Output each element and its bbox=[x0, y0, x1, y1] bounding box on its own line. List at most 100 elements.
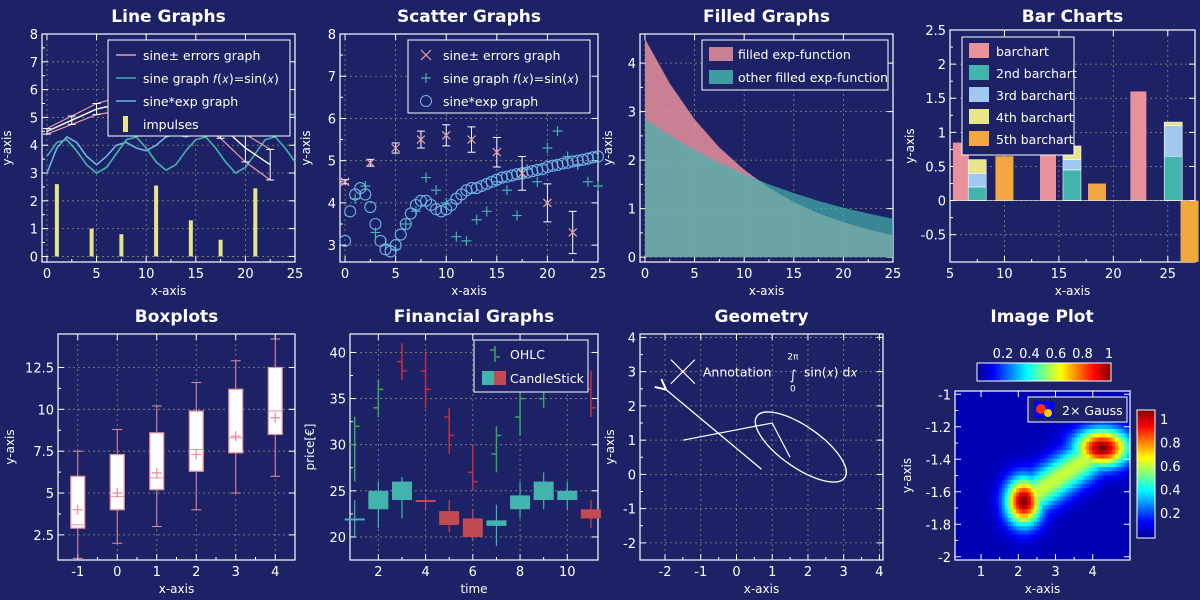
heatmap-cell bbox=[1062, 458, 1067, 464]
heatmap-cell bbox=[969, 416, 974, 422]
legend-swatch bbox=[482, 371, 494, 385]
heatmap-cell bbox=[1103, 437, 1108, 443]
heatmap-cell bbox=[1016, 412, 1020, 417]
heatmap-cell bbox=[995, 403, 1000, 409]
heatmap-cell bbox=[1092, 526, 1096, 532]
heatmap-cell bbox=[1022, 454, 1026, 460]
heatmap-cell bbox=[1089, 458, 1093, 464]
heatmap-cell bbox=[969, 547, 974, 553]
x-tick-label: 5 bbox=[392, 267, 400, 282]
y-tick-label: 8 bbox=[30, 28, 38, 43]
heatmap-cell bbox=[1089, 534, 1093, 540]
heatmap-cell bbox=[1013, 471, 1017, 477]
heatmap-cell bbox=[1103, 467, 1108, 472]
y-tick-label: 25 bbox=[329, 485, 346, 500]
heatmap-cell bbox=[987, 547, 991, 553]
heatmap-cell bbox=[1042, 420, 1047, 426]
heatmap-cell bbox=[955, 471, 959, 477]
heatmap-cell bbox=[1100, 551, 1105, 557]
heatmap-cell bbox=[1045, 513, 1049, 519]
integrand: sin(𝑥) d𝑥 bbox=[804, 365, 859, 380]
heatmap-cell bbox=[969, 530, 974, 536]
heatmap-cell bbox=[1048, 429, 1052, 434]
heatmap-cell bbox=[995, 462, 1000, 468]
heatmap-cell bbox=[963, 467, 968, 472]
heatmap-cell bbox=[1016, 513, 1020, 519]
heatmap-cell bbox=[1051, 551, 1055, 557]
heatmap-cell bbox=[1054, 526, 1058, 532]
heatmap-cell bbox=[1115, 492, 1119, 498]
heatmap-cell bbox=[1048, 500, 1052, 506]
heatmap-cell bbox=[1039, 450, 1044, 455]
heatmap-cell bbox=[975, 395, 979, 401]
heatmap-cell bbox=[1095, 467, 1099, 472]
heatmap-cell bbox=[1013, 521, 1017, 527]
heatmap-cell bbox=[1060, 475, 1064, 481]
heatmap-cell bbox=[969, 488, 974, 493]
heatmap-cell bbox=[1068, 543, 1073, 548]
heatmap-cell bbox=[1033, 454, 1038, 460]
heatmap-cell bbox=[1016, 433, 1020, 439]
heatmap-cell bbox=[1004, 513, 1009, 519]
heatmap-cell bbox=[1071, 534, 1076, 540]
heatmap-cell bbox=[1077, 488, 1082, 493]
heatmap-cell bbox=[972, 530, 977, 536]
heatmap-cell bbox=[1007, 555, 1012, 561]
heatmap-cell bbox=[1027, 509, 1032, 515]
heatmap-cell bbox=[1121, 538, 1125, 544]
heatmap-cell bbox=[1121, 429, 1125, 434]
heatmap-cell bbox=[1010, 555, 1014, 561]
heatmap-cell bbox=[1100, 450, 1105, 455]
heatmap-cell bbox=[1103, 471, 1108, 477]
heatmap-cell bbox=[1100, 420, 1105, 426]
heatmap-cell bbox=[1127, 395, 1131, 401]
x-axis-label: x-axis bbox=[749, 284, 784, 298]
heatmap-cell bbox=[1127, 509, 1131, 515]
heatmap-cell bbox=[960, 391, 965, 396]
heatmap-cell bbox=[992, 496, 997, 502]
heatmap-cell bbox=[1074, 437, 1079, 443]
heatmap-cell bbox=[992, 555, 997, 561]
heatmap-cell bbox=[966, 437, 971, 443]
heatmap-cell bbox=[998, 395, 1003, 401]
heatmap-cell bbox=[1086, 437, 1090, 443]
heatmap-cell bbox=[1060, 479, 1064, 485]
heatmap-cell bbox=[1045, 538, 1049, 544]
heatmap-cell bbox=[1118, 492, 1122, 498]
x-tick-label: 4 bbox=[875, 565, 883, 580]
heatmap-cell bbox=[1057, 391, 1061, 396]
heatmap-cell bbox=[1095, 458, 1099, 464]
heatmap-cell bbox=[1095, 433, 1099, 439]
heatmap-cell bbox=[972, 458, 977, 464]
chart-title: Line Graphs bbox=[111, 7, 225, 27]
heatmap-cell bbox=[1106, 391, 1111, 396]
heatmap-cell bbox=[1100, 543, 1105, 548]
heatmap-cell bbox=[998, 483, 1003, 489]
heatmap-cell bbox=[1022, 458, 1026, 464]
heatmap-cell bbox=[1071, 471, 1076, 477]
heatmap-cell bbox=[1121, 445, 1125, 451]
heatmap-cell bbox=[1112, 441, 1117, 447]
heatmap-cell bbox=[1109, 429, 1114, 434]
heatmap-cell bbox=[1013, 513, 1017, 519]
heatmap-cell bbox=[984, 471, 988, 477]
heatmap-cell bbox=[1010, 445, 1014, 451]
heatmap-cell bbox=[1071, 429, 1076, 434]
heatmap-cell bbox=[992, 458, 997, 464]
heatmap-cell bbox=[1010, 521, 1014, 527]
heatmap-cell bbox=[1124, 505, 1128, 510]
heatmap-cell bbox=[981, 526, 985, 532]
heatmap-cell bbox=[969, 555, 974, 561]
heatmap-cell bbox=[1004, 429, 1009, 434]
heatmap-cell bbox=[1074, 450, 1079, 455]
y-axis-label: y-axis bbox=[900, 458, 914, 493]
heatmap-cell bbox=[957, 403, 962, 409]
heatmap-cell bbox=[1092, 538, 1096, 544]
heatmap-cell bbox=[1083, 483, 1087, 489]
heatmap-cell bbox=[1057, 450, 1061, 455]
heatmap-cell bbox=[1036, 547, 1041, 553]
heatmap-cell bbox=[969, 403, 974, 409]
heatmap-cell bbox=[1007, 534, 1012, 540]
heatmap-cell bbox=[990, 454, 994, 460]
heatmap-cell bbox=[1109, 530, 1114, 536]
